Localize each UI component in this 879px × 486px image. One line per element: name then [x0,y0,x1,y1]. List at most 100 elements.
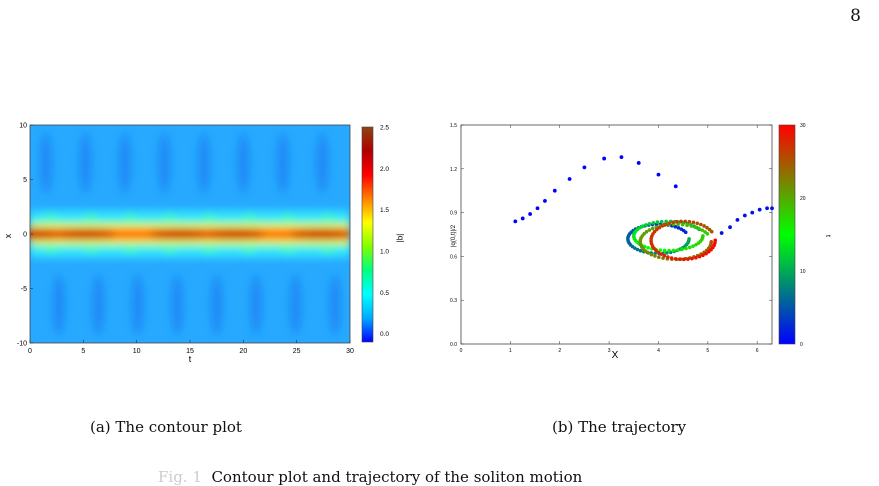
trajectory-point [646,251,651,255]
trajectory-point [660,224,665,228]
trajectory-point [687,245,692,250]
trajectory-point [704,251,708,256]
trajectory-point [757,207,762,212]
trajectory-point [686,257,690,261]
x-tick-label: 2 [558,348,561,354]
x-tick-label: 5 [81,348,85,355]
heatmap-colorbar-ticks: 0.0 0.5 1.0 1.5 2.0 2.5 [380,125,389,339]
trajectory-colorbar-ticks: 0 10 20 30 [800,123,806,348]
trajectory-point [635,247,640,252]
streak-upper [40,133,52,194]
trajectory-point [673,256,678,261]
y-tick-label: 10 [19,123,27,130]
x-tick-label: 15 [186,348,194,355]
ripple [45,213,58,220]
trajectory-point [655,220,660,224]
colorbar-tick-label: 0.0 [380,331,389,338]
heatmap-ylabel: x [3,233,13,238]
soliton-peak [149,229,210,239]
trajectory-plot: 0 1 2 3 4 5 6 0.0 0.3 0.6 0.9 1.2 1.5 0 10 20 30 t X |q… [450,123,831,361]
y-tick-label: -10 [17,341,27,348]
trajectory-point [666,255,670,259]
trajectory-point [664,219,668,224]
ripple [242,248,255,255]
heatmap-axes: 0 5 10 15 20 25 30 -10 -5 0 5 10 [17,123,354,356]
ripple [163,213,176,220]
x-tick-label: 30 [346,348,354,355]
trajectory-point [675,219,679,224]
ripple [124,248,137,255]
streak-upper [158,133,171,194]
trajectory-point [680,222,685,227]
trajectory-point [709,240,714,244]
trajectory-point [705,225,709,230]
streak-upper [197,133,210,194]
trajectory-point [653,251,657,256]
trajectory-point [567,177,572,181]
trajectory-point [513,219,518,224]
trajectory-point [654,248,658,253]
trajectory-point [694,255,698,260]
trajectory-axes: 0 1 2 3 4 5 6 0.0 0.3 0.6 0.9 1.2 1.5 [450,123,772,354]
contour-plot: 0 5 10 15 20 25 30 -10 -5 0 5 10 0.0 0.5 1.0 1.5 2.0 2.5… [3,123,405,365]
soliton-peak [204,229,265,239]
trajectory-point [765,206,769,211]
colorbar-tick-label: 20 [800,196,806,202]
trajectory-point [673,184,678,189]
colorbar-tick-label: 1.5 [380,207,389,214]
trajectory-point [742,213,747,218]
x-tick-label: 0 [28,348,32,355]
ripple [84,213,97,220]
x-tick-label: 20 [239,348,247,355]
trajectory-point [735,218,740,222]
colorbar-tick-label: 0 [800,342,803,348]
trajectory-point [719,231,724,235]
trajectory-point [647,228,652,232]
y-tick-label: 5 [23,177,27,184]
trajectory-colorbar [778,124,796,345]
streak-lower [329,274,342,335]
trajectory-point [697,254,702,259]
subcaption-b: (b) The trajectory [552,418,687,436]
trajectory-point [662,248,667,253]
ripple [45,248,58,255]
ripple [321,248,334,255]
colorbar-tick-label: 0.5 [380,290,389,297]
trajectory-point [663,222,668,227]
streak-lower [289,274,302,335]
trajectory-point [650,226,655,231]
trajectory-point [691,244,695,248]
trajectory-point [693,225,698,229]
streak-lower [92,274,105,335]
trajectory-point [653,254,657,258]
streak-lower [52,274,65,335]
trajectory-point [667,248,671,253]
trajectory-point [701,253,705,258]
trajectory-point [676,226,681,230]
trajectory-point [691,220,696,225]
heatmap-xlabel: t [189,354,192,364]
ripple [124,213,137,220]
trajectory-point [700,228,705,232]
page-number: 8 [850,6,861,26]
streak-upper [79,133,92,194]
trajectory-point [679,227,684,231]
streak-upper [316,133,329,194]
trajectory-point [687,219,692,224]
trajectory-point [644,223,648,227]
trajectory-point [649,252,654,257]
y-tick-label: 0.6 [450,254,457,260]
trajectory-point [552,188,557,193]
trajectory-point [728,225,732,230]
ripple [163,248,176,255]
ripple [203,248,216,255]
trajectory-point [659,252,663,256]
trajectory-point [633,246,637,250]
trajectory-point [636,161,641,165]
ripple [242,213,255,220]
trajectory-point [647,221,652,226]
y-tick-label: 0.0 [450,342,457,348]
trajectory-point [646,246,650,250]
ripple [84,248,97,255]
x-tick-label: 4 [657,348,660,354]
